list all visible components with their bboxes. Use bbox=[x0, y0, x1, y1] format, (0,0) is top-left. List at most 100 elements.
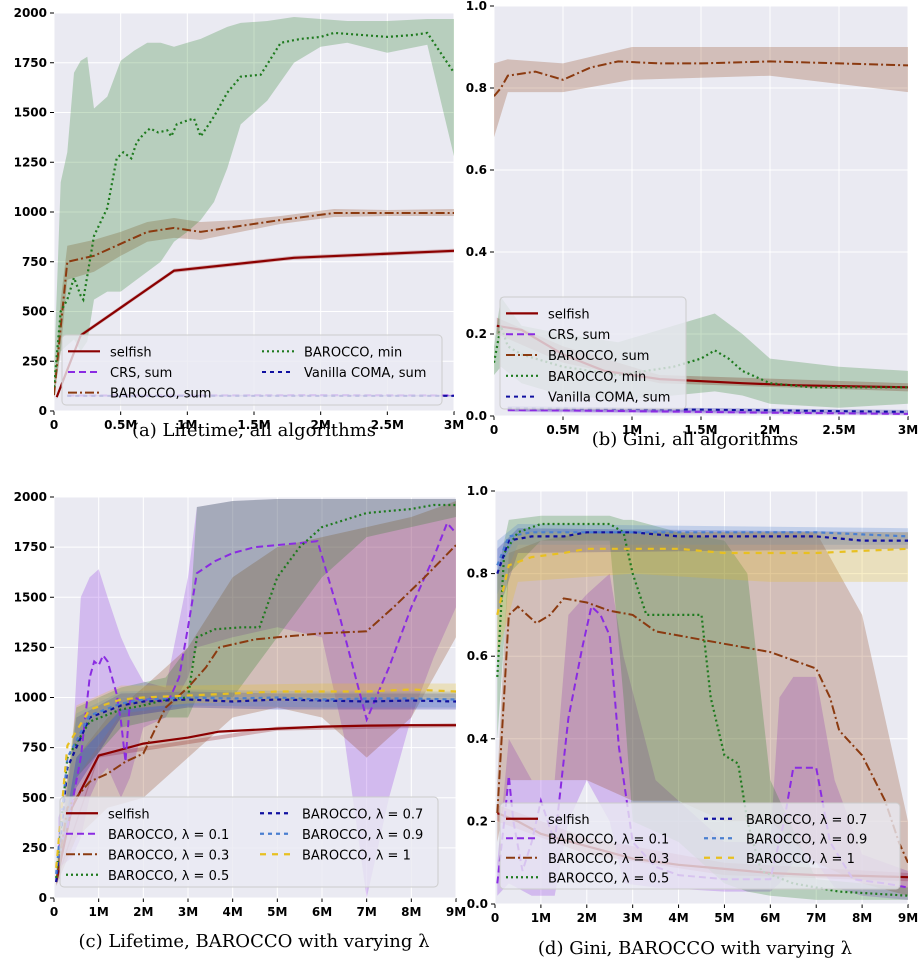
series-line-lambda_0_5 bbox=[55, 503, 456, 879]
y-tick-label: 1000 bbox=[14, 691, 47, 705]
x-tick-label: 0 bbox=[50, 418, 58, 432]
y-tick-label: 1500 bbox=[14, 590, 47, 604]
y-tick-label: 1500 bbox=[14, 106, 47, 120]
series-band-lambda_0_5 bbox=[497, 515, 908, 900]
x-tick-label: 7M bbox=[806, 911, 826, 925]
legend-label: selfish bbox=[548, 307, 590, 322]
legend-label: BAROCCO, λ = 0.5 bbox=[548, 871, 669, 886]
series-band-lambda_0_7 bbox=[56, 691, 456, 884]
x-tick-label: 2M bbox=[133, 905, 153, 919]
x-tick-label: 9M bbox=[898, 911, 918, 925]
y-tick-label: 0.4 bbox=[466, 245, 487, 259]
y-tick-label: 1000 bbox=[14, 205, 47, 219]
x-tick-label: 4M bbox=[223, 905, 243, 919]
legend-label: CRS, sum bbox=[548, 328, 610, 343]
x-tick-label: 8M bbox=[852, 911, 872, 925]
x-tick-label: 3M bbox=[444, 418, 464, 432]
caption-b: (b) Gini, all algorithms bbox=[592, 429, 799, 450]
x-tick-label: 1.5M bbox=[684, 423, 717, 437]
x-tick-label: 4M bbox=[668, 911, 688, 925]
series-line-lambda_0_3 bbox=[496, 597, 908, 864]
legend: selfish CRS, sum BAROCCO, sum BAROCCO, min V… bbox=[61, 334, 443, 406]
y-tick-label: 500 bbox=[22, 305, 47, 319]
legend-label: Vanilla COMA, sum bbox=[304, 366, 426, 381]
y-tick-label: 0.2 bbox=[466, 327, 487, 341]
legend-label: selfish bbox=[548, 813, 590, 828]
x-tick-label: 2.5M bbox=[822, 423, 855, 437]
series-band-lambda_1 bbox=[56, 683, 456, 874]
chart-panel-4: 0 1M 2M 3M 4M 5M 6M 7M 8M 9M 0.0 0.2 0.4 0.6 0.8 1.0 sel… bbox=[467, 484, 918, 925]
series-line-lambda_0_7 bbox=[55, 698, 456, 883]
series-band-lambda_0_3 bbox=[56, 501, 456, 886]
legend-label: BAROCCO, λ = 1 bbox=[746, 852, 855, 867]
x-tick-label: 8M bbox=[401, 905, 421, 919]
y-tick-label: 1250 bbox=[14, 155, 47, 169]
x-tick-label: 1M bbox=[177, 418, 197, 432]
x-tick-label: 2.5M bbox=[371, 418, 404, 432]
series-line-lambda_1 bbox=[55, 688, 456, 869]
series-line-barocco_sum bbox=[54, 212, 454, 396]
series-line-barocco_sum bbox=[494, 60, 908, 97]
x-tick-label: 2M bbox=[760, 423, 780, 437]
x-tick-label: 0.5M bbox=[104, 418, 137, 432]
x-tick-label: 0 bbox=[50, 905, 58, 919]
x-tick-label: 2M bbox=[311, 418, 331, 432]
legend-label: selfish bbox=[108, 807, 150, 822]
x-tick-label: 5M bbox=[714, 911, 734, 925]
legend-box bbox=[499, 296, 687, 410]
y-tick-label: 0.0 bbox=[466, 409, 487, 423]
series-line-barocco_min bbox=[54, 31, 454, 388]
caption-c: (c) Lifetime, BAROCCO with varying λ bbox=[79, 931, 430, 952]
caption-a: (a) Lifetime, all algorithms bbox=[132, 420, 376, 441]
legend-label: CRS, sum bbox=[110, 366, 172, 381]
y-tick-label: 0.0 bbox=[467, 897, 488, 911]
series-band-lambda_1 bbox=[497, 532, 908, 657]
chart-panel-2: 0 0.5M 1M 1.5M 2M 2.5M 3M 0.0 0.2 0.4 0.6 0.8 1.0 sel… bbox=[466, 0, 918, 437]
y-tick-label: 1750 bbox=[14, 540, 47, 554]
y-tick-label: 0.8 bbox=[466, 81, 487, 95]
legend-box bbox=[59, 796, 439, 888]
y-tick-label: 0.6 bbox=[466, 163, 487, 177]
series-line-selfish bbox=[55, 724, 456, 883]
y-tick-label: 500 bbox=[22, 791, 47, 805]
x-tick-label: 3M bbox=[178, 905, 198, 919]
series-line-lambda_0_9 bbox=[55, 696, 456, 875]
legend: selfish CRS, sum BAROCCO, sum BAROCCO, min V… bbox=[499, 296, 687, 410]
series-line-vanilla bbox=[507, 407, 908, 413]
x-tick-label: 1.5M bbox=[237, 418, 270, 432]
series-line-lambda_0_1 bbox=[57, 521, 456, 849]
legend-label: BAROCCO, min bbox=[548, 370, 646, 385]
x-tick-label: 6M bbox=[760, 911, 780, 925]
y-tick-label: 2000 bbox=[14, 490, 47, 504]
legend-label: BAROCCO, sum bbox=[548, 349, 649, 364]
x-tick-label: 0.5M bbox=[546, 423, 579, 437]
y-tick-label: 1.0 bbox=[466, 0, 487, 13]
x-tick-label: 9M bbox=[446, 905, 466, 919]
y-tick-label: 1750 bbox=[14, 56, 47, 70]
legend-label: BAROCCO, sum bbox=[110, 387, 211, 402]
chart-panel-3: 0 1M 2M 3M 4M 5M 6M 7M 8M 9M 0 250 500 750 1000 1250 150… bbox=[14, 490, 467, 919]
x-tick-label: 2M bbox=[577, 911, 597, 925]
series-line-lambda_0_5 bbox=[496, 522, 908, 897]
y-tick-label: 0.6 bbox=[467, 649, 488, 663]
x-tick-label: 1M bbox=[531, 911, 551, 925]
y-tick-label: 750 bbox=[22, 255, 47, 269]
y-tick-label: 2000 bbox=[14, 6, 47, 20]
chart-panel-1: 0 0.5M 1M 1.5M 2M 2.5M 3M 0 250 500 750 1000 1250 150… bbox=[14, 6, 465, 432]
legend-label: BAROCCO, λ = 0.9 bbox=[302, 828, 423, 843]
series-band-barocco_min bbox=[54, 17, 454, 396]
x-tick-label: 3M bbox=[623, 911, 643, 925]
legend-label: BAROCCO, min bbox=[304, 345, 402, 360]
legend-label: selfish bbox=[110, 345, 152, 360]
legend-label: BAROCCO, λ = 0.5 bbox=[108, 869, 229, 884]
y-tick-label: 1250 bbox=[14, 640, 47, 654]
legend: selfish BAROCCO, λ = 0.1 BAROCCO, λ = 0.3 B… bbox=[59, 796, 439, 888]
y-tick-label: 1.0 bbox=[467, 484, 488, 498]
legend-label: BAROCCO, λ = 0.1 bbox=[108, 828, 229, 843]
series-line-lambda_0_9 bbox=[496, 531, 908, 566]
series-band-lambda_0_9 bbox=[497, 524, 908, 595]
x-tick-label: 1M bbox=[622, 423, 642, 437]
x-tick-label: 6M bbox=[312, 905, 332, 919]
legend-box bbox=[61, 334, 443, 406]
